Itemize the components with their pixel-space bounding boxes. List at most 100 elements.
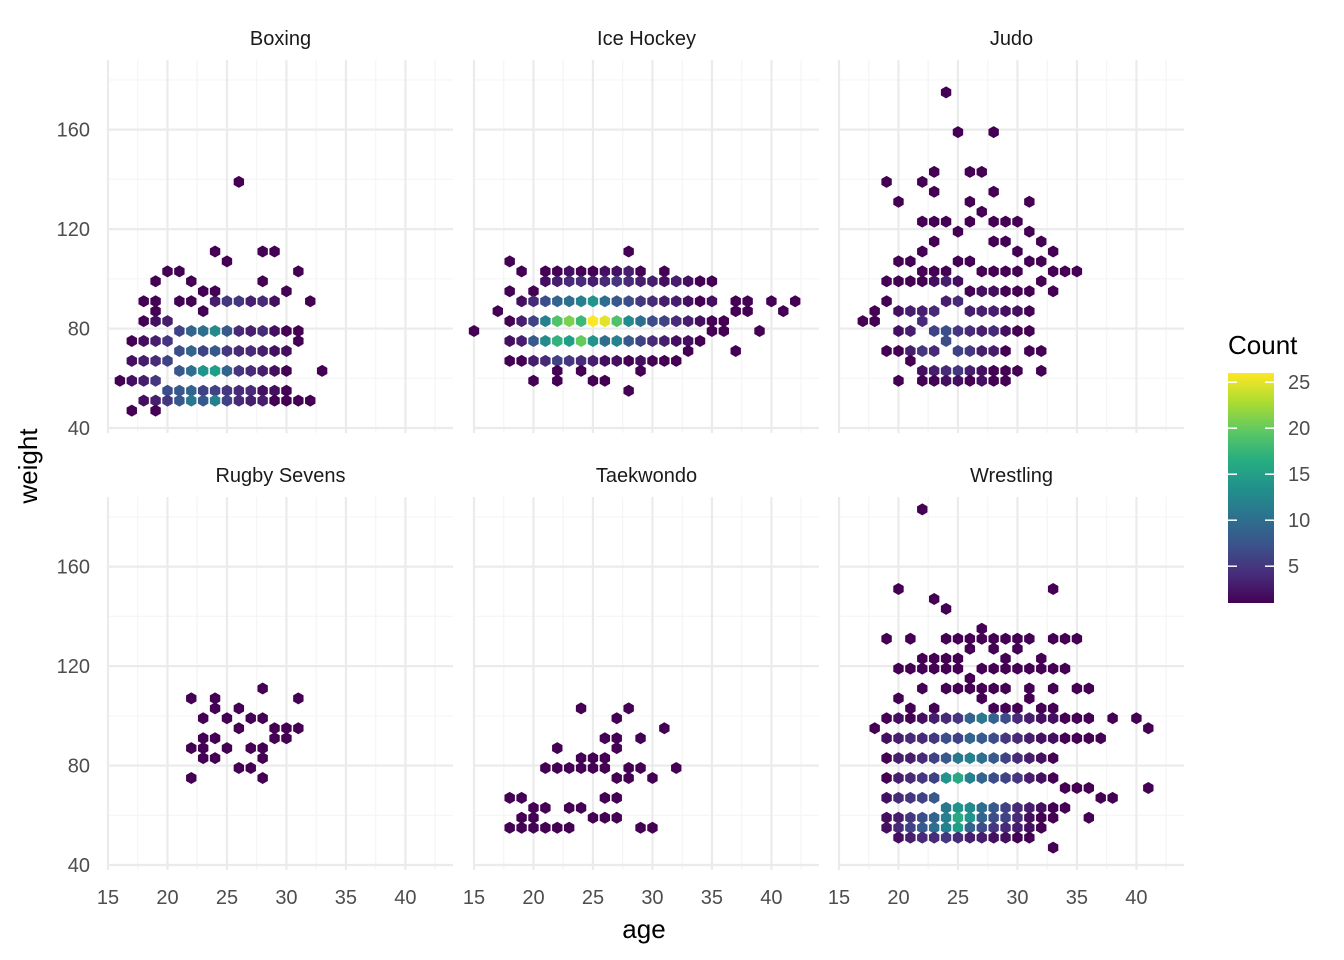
hex-cell [575, 315, 587, 328]
hex-cell [635, 821, 646, 834]
hex-cells [186, 682, 304, 784]
hex-cell [1012, 632, 1023, 645]
hex-cell [138, 374, 149, 387]
hex-cell [504, 255, 515, 268]
x-tick-label: 35 [1066, 887, 1088, 909]
hex-cell [905, 702, 916, 715]
hex-cell [174, 325, 185, 338]
hex-cell [1012, 215, 1023, 228]
hex-cell [881, 344, 892, 357]
hex-cell [893, 583, 904, 596]
hex-cell [988, 305, 999, 318]
hex-cell [659, 722, 670, 735]
hex-cell [1012, 364, 1023, 377]
hex-cell [1012, 702, 1023, 715]
hex-cell [197, 325, 209, 338]
hex-cell [905, 791, 916, 804]
hex-cell [599, 275, 611, 288]
hex-cells [468, 245, 801, 397]
hex-cell [540, 762, 551, 775]
hex-cell [905, 712, 916, 725]
hex-cell [1047, 265, 1059, 278]
hex-cell [730, 305, 741, 318]
hex-cell [599, 265, 611, 278]
hex-cell [563, 801, 575, 814]
hex-cell [269, 325, 280, 338]
hex-cell [1024, 831, 1035, 844]
facet-panel: Boxing 40 80 120 160 [57, 28, 453, 440]
hex-cell [492, 305, 503, 318]
hex-cell [552, 275, 563, 288]
hex-cell [940, 374, 952, 387]
hex-cell [976, 622, 987, 635]
hex-cell [917, 245, 928, 258]
hex-cell [682, 275, 694, 288]
hex-cell [976, 811, 987, 824]
hex-cell [928, 811, 940, 824]
hex-cell [174, 394, 185, 407]
hex-cell [905, 662, 916, 675]
hex-cell [940, 325, 952, 338]
hex-cells [114, 175, 328, 417]
hex-cell [928, 702, 940, 715]
hex-cell [869, 305, 880, 318]
hex-cell [893, 344, 904, 357]
hex-cell [611, 334, 622, 347]
hex-cell [893, 692, 904, 705]
hex-cell [1000, 702, 1011, 715]
hex-cell [988, 771, 999, 784]
y-tick-label: 40 [68, 418, 90, 440]
hex-cell [1000, 712, 1011, 725]
hex-cell [1059, 781, 1071, 794]
y-tick-label: 80 [68, 756, 90, 778]
hex-cell [952, 831, 964, 844]
hex-cell [599, 315, 611, 328]
hex-cell [269, 295, 280, 308]
hex-cell [881, 811, 892, 824]
hex-cell [575, 752, 587, 765]
hex-cell [940, 821, 952, 834]
hex-cell [647, 295, 658, 308]
hex-cell [1024, 821, 1035, 834]
hex-cell [964, 831, 976, 844]
hex-cell [917, 305, 928, 318]
hex-cell [917, 791, 928, 804]
hex-cell [575, 354, 587, 367]
hex-cell [611, 712, 622, 725]
legend-label: 25 [1288, 372, 1310, 394]
hex-cell [611, 354, 622, 367]
hex-cell [893, 831, 904, 844]
x-tick-label: 15 [97, 887, 119, 909]
hex-cell [197, 305, 209, 318]
x-tick-label: 25 [947, 887, 969, 909]
hex-cell [186, 275, 197, 288]
hex-cell [1012, 642, 1023, 655]
hex-cell [905, 771, 916, 784]
hex-cell [1036, 752, 1047, 765]
hex-cell [1059, 662, 1071, 675]
hex-cell [964, 732, 976, 745]
hex-cell [245, 762, 256, 775]
hex-cell [1000, 821, 1011, 834]
hex-cell [1107, 791, 1118, 804]
hex-cell [1000, 364, 1011, 377]
hex-cell [1143, 722, 1154, 735]
hex-cell [905, 344, 916, 357]
hex-cell [281, 325, 292, 338]
hex-cell [1036, 702, 1047, 715]
hex-cell [552, 762, 563, 775]
hex-cell [138, 354, 149, 367]
hex-cell [1047, 245, 1059, 258]
hex-cell [516, 295, 527, 308]
hex-cell [893, 305, 904, 318]
x-tick-label: 25 [216, 887, 238, 909]
hex-cell [1024, 692, 1035, 705]
hex-cell [1000, 235, 1011, 248]
hex-cell [881, 791, 892, 804]
hex-cell [881, 712, 892, 725]
hex-cell [221, 344, 233, 357]
hex-cell [718, 315, 730, 328]
hex-cell [1036, 235, 1047, 248]
hex-cell [293, 325, 304, 338]
